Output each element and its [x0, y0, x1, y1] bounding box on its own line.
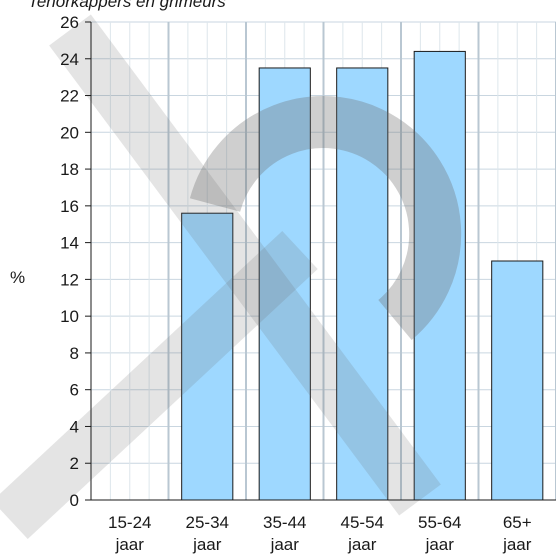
bar-25-34	[181, 212, 234, 501]
y-tick-label: 18	[60, 160, 79, 179]
y-tick-label: 16	[60, 197, 79, 216]
x-tick-label: jaar	[425, 535, 455, 554]
bar-65+	[491, 260, 544, 501]
x-tick-label: 15-24	[108, 513, 151, 532]
x-tick-label: 25-34	[186, 513, 229, 532]
bars	[181, 50, 544, 501]
x-tick-label: 55-64	[418, 513, 461, 532]
bar-35-44	[258, 67, 311, 501]
watermark-arc	[189, 96, 462, 340]
y-tick-label: 12	[60, 270, 79, 289]
watermark-stroke-upper	[49, 14, 441, 516]
y-tick-label: 20	[60, 123, 79, 142]
x-tick-label: 65+	[503, 513, 532, 532]
y-tick-label: 10	[60, 307, 79, 326]
y-tick-label: 0	[70, 491, 79, 510]
watermark-stroke-lower	[0, 230, 318, 540]
x-tick-labels: 15-24 jaar 25-34 jaar 35-44 jaar 45-54 jaar 55-6…	[108, 513, 532, 554]
y-tick-label: 2	[70, 454, 79, 473]
watermark	[0, 14, 462, 540]
x-tick-label: 45-54	[341, 513, 384, 532]
axes	[90, 22, 556, 501]
y-tick-label: 6	[70, 381, 79, 400]
y-axis-label: %	[10, 268, 25, 287]
x-tick-label: jaar	[192, 535, 222, 554]
y-tick-label: 14	[60, 234, 79, 253]
y-tick-label: 4	[70, 417, 79, 436]
chart-title: Tenorkappers en grimeurs	[28, 0, 226, 11]
y-tick-label: 24	[60, 50, 79, 69]
x-tick-label: jaar	[115, 535, 145, 554]
y-tick-label: 26	[60, 13, 79, 32]
y-tick-label: 8	[70, 344, 79, 363]
bar-55-64	[413, 50, 466, 501]
bar-45-54	[336, 67, 389, 501]
x-tick-label: jaar	[270, 535, 300, 554]
x-tick-label: jaar	[347, 535, 377, 554]
grid-lines	[91, 21, 556, 500]
x-tick-label: jaar	[502, 535, 532, 554]
x-tick-label: 35-44	[263, 513, 306, 532]
y-tick-label: 22	[60, 87, 79, 106]
